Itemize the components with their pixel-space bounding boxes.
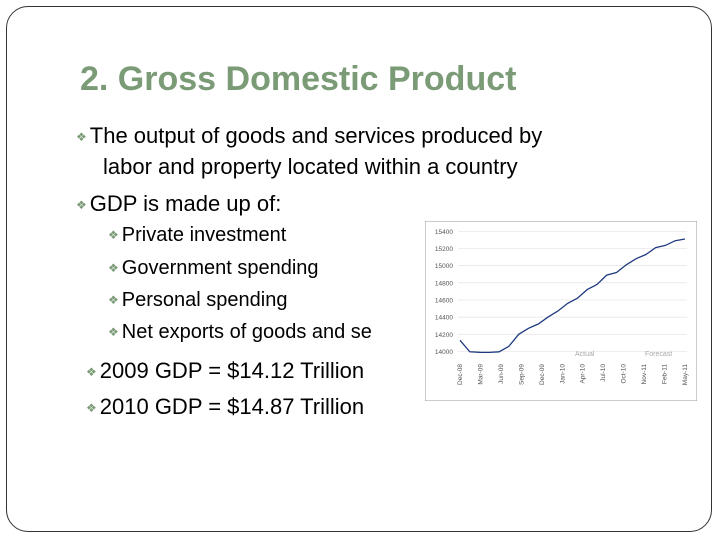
- annotation-forecast: Forecast: [645, 351, 672, 358]
- bullet-marker-icon: ❖: [108, 325, 119, 339]
- sub-bullet-private-investment: ❖ Private investment: [108, 224, 287, 246]
- x-tick-label: Jul-10: [600, 364, 607, 382]
- x-tick-label: Feb-11: [662, 364, 669, 384]
- sub-bullet-government-spending: ❖ Government spending: [108, 257, 319, 279]
- chart-y-ticks: 15400 15200 15000 14800 14600 14400 14200 14000: [435, 229, 453, 356]
- x-tick-label: Jan-10: [559, 364, 566, 384]
- gdp-series-line: [459, 238, 686, 354]
- chart-grid: [458, 230, 687, 352]
- bullet-marker-icon: ❖: [108, 261, 119, 275]
- slide-title: 2. Gross Domestic Product: [80, 60, 517, 98]
- y-tick-label: 14000: [435, 349, 453, 356]
- x-tick-label: Jun-09: [498, 364, 505, 384]
- x-tick-label: Mar-09: [477, 364, 484, 385]
- y-tick-label: 14200: [435, 332, 453, 339]
- x-tick-label: Sep-09: [518, 364, 525, 385]
- gdp-line-chart: 15400 15200 15000 14800 14600 14400 14200 14000…: [425, 221, 697, 401]
- y-tick-label: 15400: [435, 229, 453, 236]
- bullet-marker-icon: ❖: [86, 401, 97, 415]
- x-tick-label: Apr-10: [580, 364, 587, 384]
- x-tick-label: Dec-08: [457, 364, 464, 385]
- bullet-1: ❖ The output of goods and services produc…: [76, 123, 543, 148]
- bullet-marker-icon: ❖: [108, 293, 119, 307]
- y-tick-label: 14600: [435, 297, 453, 304]
- bullet-1-continued: labor and property located within a coun…: [103, 154, 518, 179]
- bullet-marker-icon: ❖: [76, 130, 87, 144]
- annotation-actual: Actual: [575, 351, 595, 358]
- y-tick-label: 14400: [435, 315, 453, 322]
- bullet-marker-icon: ❖: [108, 228, 119, 242]
- x-tick-label: May-11: [682, 364, 689, 386]
- sub-bullet-personal-spending: ❖ Personal spending: [108, 289, 288, 311]
- x-tick-label: Dec-09: [539, 364, 546, 385]
- bullet-marker-icon: ❖: [76, 198, 87, 212]
- bullet-gdp-2010: ❖ 2010 GDP = $14.87 Trillion: [86, 394, 365, 419]
- chart-x-ticks: Dec-08 Mar-09 Jun-09 Sep-09 Dec-09 Jan-10 Apr-…: [457, 364, 689, 386]
- sub-bullet-net-exports: ❖ Net exports of goods and se: [108, 321, 372, 343]
- bullet-marker-icon: ❖: [86, 365, 97, 379]
- x-tick-label: Nov-11: [641, 364, 648, 385]
- y-tick-label: 15000: [435, 263, 453, 270]
- x-tick-label: Oct-10: [621, 364, 628, 384]
- y-tick-label: 14800: [435, 280, 453, 287]
- y-tick-label: 15200: [435, 246, 453, 253]
- bullet-gdp-2009: ❖ 2009 GDP = $14.12 Trillion: [86, 358, 365, 383]
- bullet-2: ❖ GDP is made up of:: [76, 191, 282, 216]
